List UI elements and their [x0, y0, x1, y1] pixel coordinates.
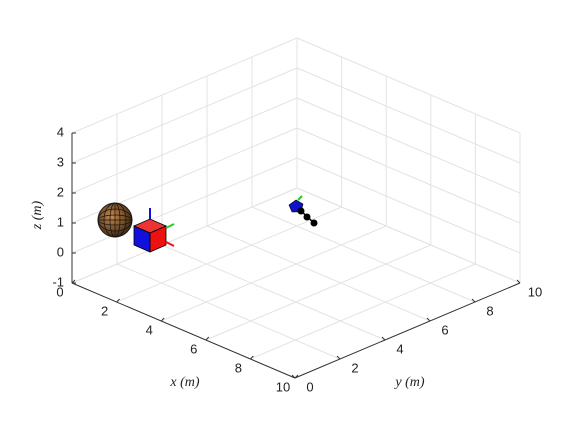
sphere	[97, 202, 133, 238]
grid-line	[296, 157, 521, 254]
grid-line	[296, 97, 521, 194]
grid-line	[251, 206, 476, 303]
y-tick	[426, 317, 431, 322]
x-tick	[205, 336, 210, 341]
grid-line	[205, 244, 431, 341]
grid-line	[296, 37, 521, 134]
z-tick-label: 3	[57, 154, 64, 169]
z-tick-label: -1	[52, 274, 64, 289]
y-tick	[471, 298, 476, 303]
y-tick-label: 8	[486, 303, 493, 318]
x-tick-label: 2	[101, 303, 108, 318]
grid-line	[161, 225, 387, 322]
grid-line	[206, 225, 431, 322]
cube	[133, 208, 175, 253]
x-tick-label: 6	[190, 341, 197, 356]
x-axis-label: x (m)	[169, 375, 199, 390]
grid-line	[296, 67, 521, 164]
z-axis-label: z (m)	[30, 200, 45, 230]
x-tick-label: 10	[276, 379, 290, 394]
x-tick	[116, 298, 120, 303]
grid-line	[296, 187, 521, 284]
z-tick-label: 2	[57, 184, 64, 199]
grid-line	[296, 127, 521, 224]
x-tick-label: 0	[56, 284, 63, 299]
robot	[288, 195, 318, 227]
grid-line	[71, 157, 298, 254]
grid-line	[116, 206, 342, 303]
y-tick-label: 6	[441, 322, 448, 337]
grid-line	[116, 263, 341, 360]
z-tick-label: 4	[57, 124, 64, 139]
x-tick	[160, 317, 165, 322]
y-axis	[294, 282, 521, 379]
y-tick-label: 2	[351, 360, 358, 375]
y-tick-label: 0	[306, 379, 313, 394]
z-tick-label: 1	[57, 214, 64, 229]
y-tick	[381, 336, 386, 341]
x-axis	[71, 282, 296, 379]
y-tick-label: 4	[396, 341, 403, 356]
y-tick-label: 10	[528, 284, 542, 299]
x-tick-label: 8	[235, 360, 242, 375]
grid-line	[161, 244, 386, 341]
y-axis-label: y (m)	[393, 375, 424, 390]
grid-line	[71, 97, 298, 194]
grid-line	[71, 187, 298, 284]
grid-line	[71, 67, 298, 164]
x-tick	[294, 374, 299, 379]
x-tick	[250, 355, 254, 360]
grid-line	[71, 37, 298, 134]
x-tick-label: 4	[146, 322, 153, 337]
z-tick-label: 0	[57, 244, 64, 259]
y-tick	[516, 279, 521, 284]
y-tick	[291, 374, 296, 379]
grid-line	[250, 263, 476, 360]
y-tick	[336, 355, 341, 360]
